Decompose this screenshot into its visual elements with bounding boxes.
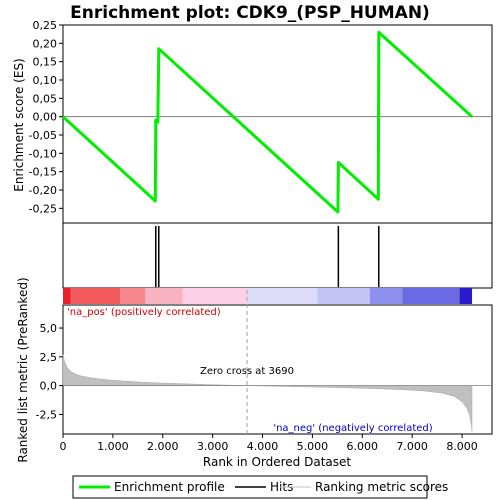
color-bar-segment: [402, 288, 460, 304]
color-bar-segment: [247, 288, 318, 304]
metric-y-axis: 5,0 2,5 0,0 -2,5: [36, 322, 63, 421]
positive-correlated-label: 'na_pos' (positively correlated): [67, 307, 221, 318]
color-bar-segment: [70, 288, 121, 304]
legend: Enrichment profile Hits Ranking metric s…: [72, 475, 448, 499]
es-y-tick-label: -0,10: [29, 147, 57, 160]
negative-correlated-label: 'na_neg' (negatively correlated): [273, 423, 432, 434]
es-panel: 0,25 0,20 0,15 0,10 0,05 0,00 -0,05 -0,10 -0,15 -…: [12, 19, 493, 304]
x-tick-label: 7.000: [396, 440, 428, 453]
x-tick-label: 4.000: [247, 440, 279, 453]
metric-panel: 5,0 2,5 0,0 -2,5 'na_pos' (positively corre…: [16, 277, 493, 463]
metric-y-tick-label: 0,0: [40, 380, 58, 393]
es-y-tick-label: -0,25: [29, 202, 57, 215]
es-y-axis: 0,25 0,20 0,15 0,10 0,05 0,00 -0,05 -0,10 -0,15 -…: [29, 19, 63, 215]
es-y-tick-label: 0,25: [33, 19, 58, 32]
es-y-tick-label: -0,05: [29, 129, 57, 142]
es-y-tick-label: 0,10: [33, 74, 58, 87]
x-tick-label: 5.000: [297, 440, 329, 453]
color-bar-segment: [459, 288, 473, 304]
es-y-tick-label: -0,15: [29, 166, 57, 179]
es-y-tick-label: 0,15: [33, 56, 58, 69]
color-bar-segment: [120, 288, 146, 304]
es-y-tick-label: 0,20: [33, 37, 58, 50]
x-axis-label: Rank in Ordered Dataset: [203, 455, 351, 469]
x-tick-label: 8.000: [446, 440, 478, 453]
zero-cross-label: Zero cross at 3690: [200, 366, 294, 377]
es-y-tick-label: -0,20: [29, 184, 57, 197]
color-bar-segment: [182, 288, 248, 304]
color-bar-segment: [317, 288, 370, 304]
chart-title: Enrichment plot: CDK9_(PSP_HUMAN): [70, 3, 430, 23]
ranking-color-bar: [63, 288, 473, 304]
metric-y-tick-label: 5,0: [40, 322, 58, 335]
x-tick-label: 2.000: [147, 440, 179, 453]
legend-enrichment-label: Enrichment profile: [114, 480, 225, 494]
es-y-label: Enrichment score (ES): [12, 58, 26, 191]
es-y-tick-label: 0,05: [33, 92, 58, 105]
color-bar-segment: [145, 288, 183, 304]
x-tick-label: 6.000: [347, 440, 379, 453]
color-bar-segment: [63, 288, 71, 304]
x-tick-label: 0: [60, 440, 67, 453]
x-axis: 0 1.000 2.000 3.000 4.000 5.000 6.000 7.000 8.00…: [60, 434, 478, 453]
metric-y-tick-label: -2,5: [36, 408, 57, 421]
x-tick-label: 1.000: [97, 440, 129, 453]
legend-metric-label: Ranking metric scores: [315, 480, 448, 494]
color-bar-segment: [369, 288, 403, 304]
metric-y-tick-label: 2,5: [40, 351, 58, 364]
es-y-tick-label: 0,00: [33, 111, 58, 124]
metric-y-label: Ranked list metric (PreRanked): [16, 277, 30, 462]
enrichment-profile-line: [61, 30, 474, 214]
x-tick-label: 3.000: [197, 440, 229, 453]
hits-ticks: [155, 226, 380, 287]
